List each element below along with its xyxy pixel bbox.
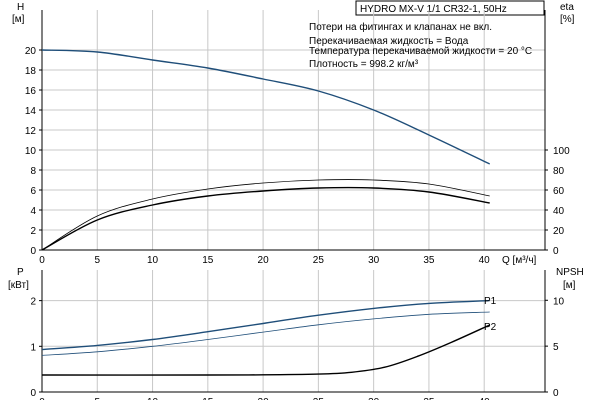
bottom-tick-labels: 05101520253035400120510	[30, 296, 564, 400]
series-line-top-2	[41, 186, 490, 251]
bottom-grid	[42, 270, 545, 392]
top-left-axis-unit: [м]	[12, 14, 25, 25]
series-label-p1: P1	[484, 296, 497, 307]
notes: Потери на фитингах и клапанах не вкл. Пе…	[309, 21, 532, 70]
chart-title: HYDRO MX-V 1/1 CR32-1, 50Hz	[360, 4, 507, 15]
top-series	[41, 49, 491, 251]
top-right-axis-label: eta	[560, 2, 574, 13]
x-tick-label: 20	[258, 397, 270, 400]
x-tick-label: 10	[147, 397, 159, 400]
title-box	[355, 0, 545, 16]
x-tick-label: 5	[94, 255, 100, 266]
x-tick-label: 35	[423, 255, 435, 266]
top-panel: 0 5 10 15 20 25 30 35 40 0 2 4 6 8 10 12 14 16 18 20 0 20 40 60…	[12, 2, 575, 266]
right-tick-label: 100	[553, 146, 570, 157]
right-tick-label: 0	[553, 388, 559, 399]
right-tick-label: 10	[553, 296, 565, 307]
x-tick-label: 25	[313, 255, 325, 266]
right-tick-label: 40	[553, 206, 565, 217]
series-line-bottom-2	[41, 324, 490, 376]
left-tick-label: 16	[25, 86, 37, 97]
note-temperature: Температура перекачиваемой жидкости = 20…	[309, 46, 532, 57]
bottom-right-axis-label: NPSH	[556, 267, 584, 278]
left-tick-label: 6	[30, 186, 36, 197]
left-tick-label: 14	[25, 106, 37, 117]
x-tick-label: 35	[423, 397, 435, 400]
x-tick-label: 5	[94, 397, 100, 400]
left-tick-label: 12	[25, 126, 37, 137]
x-axis-label: Q [м³/ч]	[502, 255, 537, 266]
top-left-axis-label: H	[17, 2, 24, 13]
bottom-left-axis-label: P	[17, 267, 24, 278]
left-tick-label: 1	[30, 342, 36, 353]
right-tick-label: 5	[553, 342, 559, 353]
note-liquid: Перекачиваемая жидкость = Вода	[309, 36, 469, 47]
x-tick-label: 10	[147, 255, 159, 266]
series-label-p2: P2	[484, 322, 497, 333]
x-tick-label: 0	[39, 255, 45, 266]
x-tick-label: 25	[313, 397, 325, 400]
right-tick-label: 20	[553, 226, 565, 237]
x-tick-label: 40	[479, 397, 491, 400]
series-line-top-0	[41, 49, 491, 165]
right-tick-label: 80	[553, 166, 565, 177]
left-tick-label: 0	[30, 246, 36, 257]
note-density: Плотность = 998.2 кг/м³	[309, 59, 419, 70]
left-tick-label: 4	[30, 206, 36, 217]
right-tick-label: 0	[553, 246, 559, 257]
left-tick-label: 0	[30, 388, 36, 399]
top-right-axis-unit: [%]	[560, 14, 575, 25]
series-line-bottom-0	[41, 299, 490, 351]
left-tick-label: 20	[25, 46, 37, 57]
bottom-left-axis-unit: [кВт]	[8, 280, 29, 291]
series-line-bottom-1	[41, 311, 490, 356]
x-tick-label: 40	[479, 255, 491, 266]
left-tick-label: 18	[25, 66, 37, 77]
left-tick-label: 8	[30, 166, 36, 177]
bottom-axes	[39, 270, 548, 393]
series-line-top-1	[41, 179, 490, 251]
note-fittings: Потери на фитингах и клапанах не вкл.	[309, 21, 492, 33]
bottom-series	[41, 299, 490, 376]
bottom-right-axis-unit: [м]	[563, 280, 576, 291]
x-tick-label: 0	[39, 397, 45, 400]
left-tick-label: 2	[30, 297, 36, 308]
left-tick-label: 10	[25, 146, 37, 157]
left-tick-label: 2	[30, 226, 36, 237]
top-tick-labels: 0 5 10 15 20 25 30 35 40 0 2 4 6 8 10 12 14 16 18 20 0 20 40 60…	[25, 46, 570, 266]
bottom-panel: 05101520253035400120510 P [кВт] NPSH [м]…	[8, 267, 584, 400]
right-tick-label: 60	[553, 186, 565, 197]
x-tick-label: 20	[258, 255, 270, 266]
x-tick-label: 15	[202, 397, 214, 400]
x-tick-label: 15	[202, 255, 214, 266]
x-tick-label: 30	[368, 397, 380, 400]
x-tick-label: 30	[368, 255, 380, 266]
